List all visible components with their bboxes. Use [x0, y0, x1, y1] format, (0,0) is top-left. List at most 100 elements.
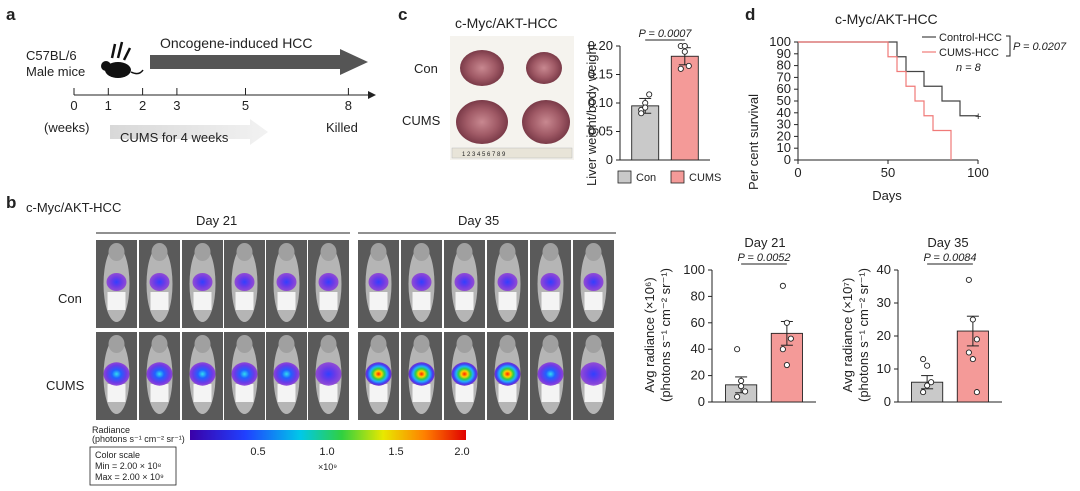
bli-signal	[537, 362, 564, 386]
mouse-head	[499, 243, 516, 261]
bli-mouse-image	[139, 332, 180, 420]
y-tick-label: 40	[691, 341, 705, 356]
mouse-belly	[319, 384, 338, 402]
bli-signal	[318, 273, 339, 291]
colorbar-label-2: (photons s⁻¹ cm⁻² sr⁻¹)	[92, 434, 185, 444]
liver-legend: Con CUMS	[617, 170, 721, 184]
bli-signal	[451, 362, 478, 386]
mouse-head	[236, 243, 253, 261]
day35-ylabel-1: Avg radiance (×10⁷)	[840, 278, 855, 393]
mouse-belly	[584, 292, 603, 310]
mouse-head	[151, 243, 168, 261]
survival-pvalue: P = 0.0207	[1013, 41, 1067, 53]
bli-mouse-image	[224, 332, 265, 420]
y-tick-label: 0.05	[588, 124, 613, 139]
mouse-head	[585, 335, 602, 353]
x-tick-label: 50	[881, 165, 895, 180]
bli-signal	[146, 362, 173, 386]
mouse-head	[413, 243, 430, 261]
legend-swatch-cums	[670, 170, 685, 184]
bli-signal	[273, 362, 300, 386]
liver-con-1	[460, 50, 504, 86]
x-tick-label: 0	[794, 165, 801, 180]
bli-mouse-image	[358, 332, 399, 420]
bli-signal	[583, 273, 604, 291]
survival-curve-cums-hcc	[798, 41, 952, 160]
colorbar-tick-3: 1.5	[388, 446, 403, 458]
mouse-sex-label: Male mice	[26, 64, 85, 79]
data-point	[787, 335, 794, 342]
colorbar-tick-4: 2.0	[454, 446, 469, 458]
y-tick-label: 100	[769, 34, 791, 49]
panel-c-title: c-Myc/AKT-HCC	[455, 15, 558, 31]
data-point	[742, 388, 749, 395]
bli-mouse-image	[308, 332, 349, 420]
colorbar-tick-1: 0.5	[250, 446, 265, 458]
legend-label-con: Con	[636, 172, 656, 184]
color-scale-max: Max = 2.00 × 10⁹	[95, 472, 164, 482]
survival-legend: Control-HCC CUMS-HCC P = 0.0207 n = 8	[922, 32, 1067, 74]
bli-mouse-image	[487, 240, 528, 328]
colorbar-multiplier: ×10⁹	[318, 462, 337, 472]
bli-row-label-cums: CUMS	[46, 378, 85, 393]
y-tick-label: 30	[877, 295, 891, 310]
y-tick-label: 20	[777, 128, 791, 143]
bli-signal	[189, 362, 216, 386]
radiance-day35-chart: 0 10 20 30 40 P = 0.0084	[877, 252, 1002, 409]
colorbar: Radiance (photons s⁻¹ cm⁻² sr⁻¹) 0.5 1.0…	[89, 425, 470, 486]
colorbar-label-1: Radiance	[92, 425, 130, 435]
y-tick-label: 60	[777, 81, 791, 96]
bli-mouse-image	[182, 240, 223, 328]
mouse-belly	[584, 384, 603, 402]
mouse-head	[151, 335, 168, 353]
bli-signal	[103, 362, 130, 386]
bli-mouse-image	[444, 332, 485, 420]
bli-signal	[234, 273, 255, 291]
radiance-day21-chart: 0 20 40 60 80 100 P = 0.0052	[683, 252, 816, 409]
mouse-belly	[541, 384, 560, 402]
data-point	[969, 356, 976, 363]
bli-signal	[149, 273, 170, 291]
data-point	[969, 316, 976, 323]
bli-signal	[368, 273, 389, 291]
bli-signal	[192, 273, 213, 291]
y-tick-label: 0.20	[588, 38, 613, 53]
y-tick-label: 10	[777, 140, 791, 155]
data-point	[779, 282, 786, 289]
weeks-label: (weeks)	[44, 120, 90, 135]
pvalue-label: P = 0.0084	[923, 252, 976, 264]
timeline-tick-label: 1	[105, 98, 112, 113]
y-tick-label: 20	[691, 368, 705, 383]
bli-mouse-image	[573, 332, 614, 420]
panel-a-letter: a	[6, 5, 16, 24]
mouse-belly	[277, 292, 296, 310]
pvalue-label: P = 0.0007	[638, 28, 692, 40]
panel-c: c c-Myc/AKT-HCC 1 2 3 4 5 6 7 8 9 Con CU…	[398, 5, 721, 186]
y-tick-label: 50	[777, 93, 791, 108]
y-tick-label: 0.15	[588, 67, 613, 82]
mouse-belly	[412, 292, 431, 310]
bli-mouse-image	[96, 332, 137, 420]
bli-mouse-image	[530, 332, 571, 420]
mouse-head	[370, 335, 387, 353]
survival-xlabel: Days	[872, 188, 902, 203]
mouse-head	[542, 243, 559, 261]
day21-header: Day 21	[196, 213, 237, 228]
bli-signal	[408, 362, 435, 386]
survival-ylabel: Per cent survival	[746, 94, 761, 190]
y-tick-label: 20	[877, 328, 891, 343]
data-point	[920, 356, 927, 363]
bli-signal	[411, 273, 432, 291]
mouse-strain-label: C57BL/6	[26, 48, 77, 63]
mouse-head	[194, 335, 211, 353]
color-scale-box	[89, 446, 177, 486]
timeline-tick-label: 2	[139, 98, 146, 113]
timeline-ticks: 0 1 2 3 5 8	[70, 88, 352, 113]
mouse-head	[370, 243, 387, 261]
pvalue-bracket	[1006, 35, 1011, 57]
y-tick-label: 70	[777, 69, 791, 84]
data-point	[924, 362, 931, 369]
